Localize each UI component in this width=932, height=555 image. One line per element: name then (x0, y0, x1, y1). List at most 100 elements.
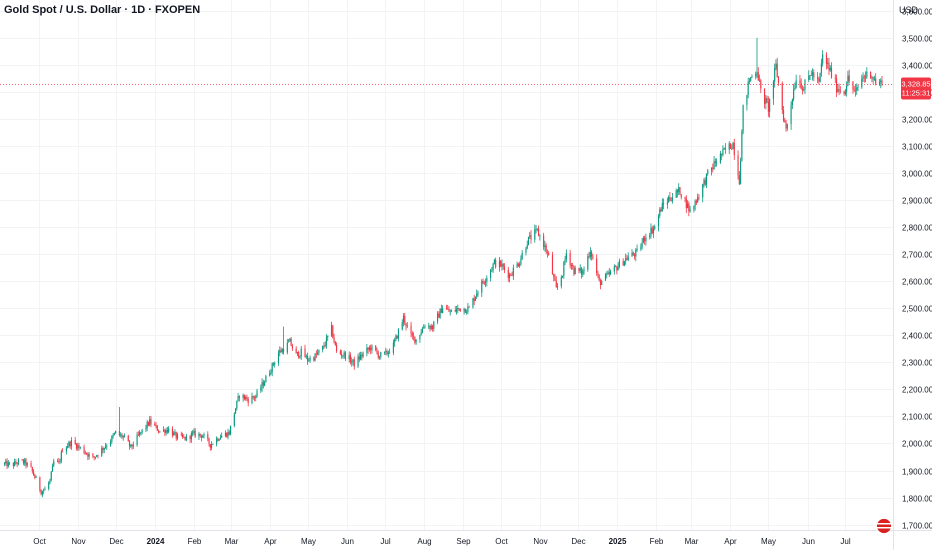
candle-body (773, 82, 774, 99)
candle (159, 431, 160, 433)
candle-body (635, 250, 636, 257)
candle-body (522, 253, 523, 259)
candle-body (256, 391, 257, 397)
candle (61, 449, 62, 463)
candle-body (494, 260, 495, 264)
candle (493, 263, 494, 273)
candle (565, 256, 566, 265)
candle-body (344, 352, 345, 355)
candle-body (796, 80, 797, 87)
candle (404, 313, 405, 325)
candle (287, 339, 288, 354)
candle (764, 88, 765, 108)
candle (490, 269, 491, 282)
candle-body (77, 445, 78, 448)
candle (486, 275, 487, 286)
candle (606, 271, 607, 278)
candle (102, 446, 103, 453)
candle-body (105, 446, 106, 448)
candle-body (660, 209, 661, 211)
candle-body (596, 258, 597, 273)
candle-body (873, 77, 874, 79)
candle (642, 238, 643, 250)
candle (345, 351, 346, 361)
candle (157, 425, 158, 431)
candle-body (731, 149, 732, 150)
candle-body (679, 187, 680, 194)
candle (690, 206, 691, 213)
candle (235, 408, 236, 414)
candle (460, 309, 461, 312)
candle-body (465, 309, 466, 313)
currency-label[interactable]: USD (899, 5, 918, 15)
candle-body (782, 83, 783, 110)
candle (438, 311, 439, 318)
candle-body (658, 216, 659, 226)
candle (783, 106, 784, 122)
candle (873, 76, 874, 83)
candle-body (510, 275, 511, 276)
symbol-title[interactable]: Gold Spot / U.S. Dollar · 1D · FXOPEN (4, 4, 200, 16)
candle (508, 267, 509, 282)
candle-body (437, 314, 438, 322)
candle (25, 458, 26, 469)
candle-body (458, 308, 459, 309)
candle-body (676, 190, 677, 197)
candle (644, 236, 645, 245)
candle (813, 69, 814, 81)
candle (448, 306, 449, 312)
flag-logo-icon[interactable] (876, 518, 892, 534)
candle-body (423, 327, 424, 328)
candle-body (13, 463, 14, 466)
candle (354, 357, 355, 370)
time-tick-label: Mar (225, 537, 239, 546)
candle (827, 58, 828, 69)
candle (87, 452, 88, 460)
candle-body (511, 275, 512, 276)
candle (291, 337, 292, 346)
candle-body (92, 454, 93, 456)
candle (301, 346, 302, 360)
candle (774, 64, 775, 88)
candle-body (124, 436, 125, 437)
candle (755, 72, 756, 80)
candle-body (672, 198, 673, 201)
candle-body (211, 444, 212, 447)
candle-body (826, 54, 827, 64)
candle (597, 271, 598, 278)
candle-body (292, 346, 293, 349)
candle-body (684, 197, 685, 198)
candle (283, 327, 284, 355)
candle-body (395, 336, 396, 340)
candle (746, 95, 747, 111)
candle-body (42, 491, 43, 494)
candle-body (226, 433, 227, 437)
candle-body (22, 460, 23, 461)
candle-body (283, 349, 284, 352)
candle-body (167, 430, 168, 432)
candle (743, 105, 744, 135)
candle-body (485, 282, 486, 283)
candle (133, 442, 134, 449)
candle (166, 428, 167, 436)
candle-body (881, 81, 882, 85)
candle (359, 352, 360, 362)
candle (177, 433, 178, 441)
candle-body (792, 99, 793, 105)
candle-body (71, 440, 72, 446)
candle (614, 264, 615, 274)
candle (481, 279, 482, 297)
candle-body (318, 350, 319, 353)
candle (219, 439, 220, 441)
candle-body (217, 438, 218, 440)
candle-body (288, 342, 289, 343)
candle (413, 332, 414, 340)
candle (475, 296, 476, 301)
candle-body (327, 336, 328, 337)
candle (458, 308, 459, 311)
candle-body (393, 343, 394, 353)
candle-body (441, 309, 442, 313)
